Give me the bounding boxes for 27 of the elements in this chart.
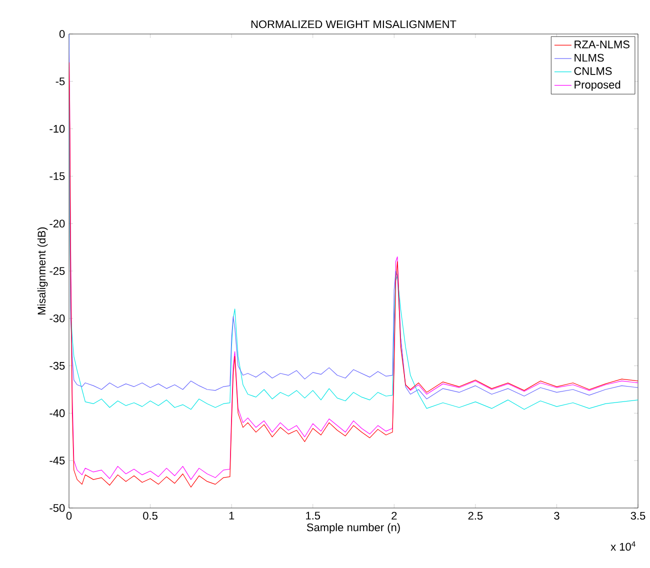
legend-label: Proposed: [574, 80, 620, 91]
chart-title: NORMALIZED WEIGHT MISALIGNMENT: [251, 20, 456, 28]
x-tick-label: 2.5: [468, 512, 483, 520]
text: x 10$^{4}$: [610, 541, 636, 551]
y-tick-label: -50: [50, 504, 65, 512]
legend-label: CNLMS: [574, 67, 612, 75]
x-tick-label: 3.5: [630, 512, 646, 520]
x-tick-label: 1.5: [306, 512, 320, 520]
y-tick-label: -15: [50, 172, 65, 180]
y-tick-label: -25: [50, 267, 65, 275]
legend-label: NLMS: [574, 54, 604, 62]
x-axis-title: Sample number (n): [306, 523, 400, 534]
y-tick-label: -40: [50, 409, 65, 418]
x-tick-label: 0.5: [143, 512, 158, 520]
y-tick-label: -45: [50, 456, 65, 464]
y-tick-label: -10: [50, 124, 65, 133]
x-tick-label: 2: [392, 512, 397, 520]
x-tick-label: 0: [66, 512, 72, 520]
y-tick-label: -20: [50, 220, 65, 228]
y-tick-label: -35: [50, 362, 65, 370]
y-axis-title: Misalignment (dB): [37, 227, 48, 314]
legend-label: RZA-NLMS: [574, 40, 630, 48]
y-tick-label: -5: [56, 78, 65, 86]
x-tick-label: 3: [554, 512, 560, 520]
y-tick-label: -30: [50, 314, 65, 322]
y-tick-label: 0: [59, 30, 65, 38]
x-tick-label: 1: [229, 512, 234, 520]
